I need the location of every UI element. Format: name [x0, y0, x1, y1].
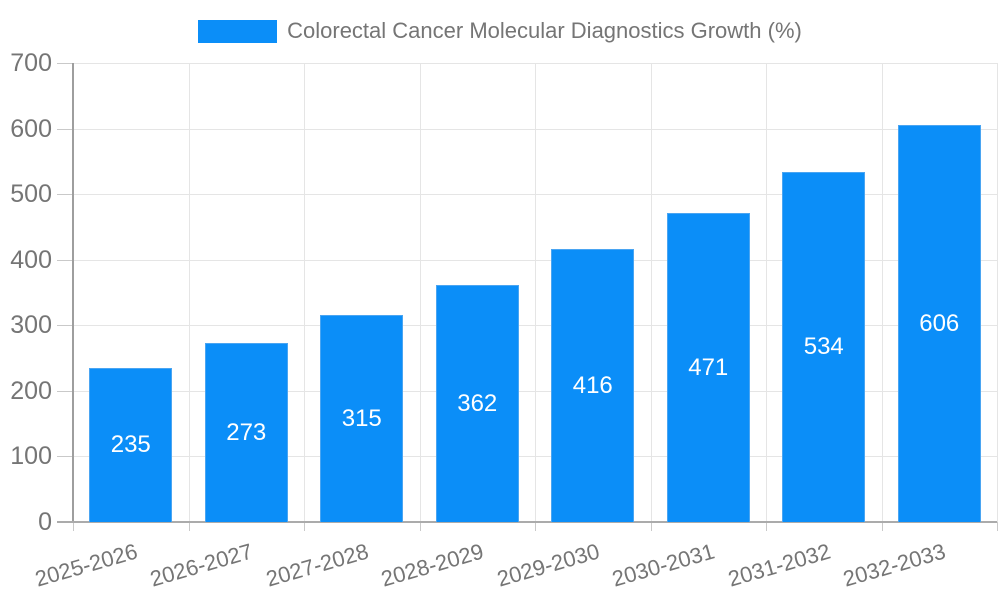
gridline-vertical: [766, 63, 767, 522]
bar-value-label: 315: [341, 405, 382, 433]
gridline-vertical: [997, 63, 998, 522]
bar-2026-2027[interactable]: 273: [204, 342, 288, 522]
x-axis-tick: [881, 522, 883, 531]
y-axis-tick-label: 400: [10, 245, 52, 274]
bar-2028-2029[interactable]: 362: [435, 284, 519, 522]
x-axis-label: 2026-2027: [147, 538, 256, 592]
gridline-vertical: [650, 63, 652, 522]
bar-2030-2031[interactable]: 471: [666, 213, 750, 522]
x-axis-label: 2032-2033: [840, 538, 949, 592]
bar-value-label: 534: [803, 333, 844, 361]
y-axis-tick: [57, 194, 73, 196]
y-axis-tick-label: 300: [10, 311, 52, 340]
y-axis-tick: [57, 63, 73, 64]
y-axis-tick-label: 100: [10, 442, 52, 471]
x-axis-label: 2030-2031: [609, 538, 718, 592]
x-axis-tick: [650, 522, 652, 531]
x-axis-tick: [73, 522, 74, 531]
legend-item[interactable]: Colorectal Cancer Molecular Diagnostics …: [0, 18, 1000, 44]
x-axis-label: 2025-2026: [32, 538, 141, 592]
bar-2031-2032[interactable]: 534: [782, 171, 866, 522]
x-axis-tick: [419, 522, 421, 531]
legend-label: Colorectal Cancer Molecular Diagnostics …: [287, 18, 802, 43]
x-axis-label: 2029-2030: [494, 538, 603, 592]
gridline-vertical: [304, 63, 305, 522]
y-axis-tick: [57, 390, 73, 392]
y-axis-tick-label: 500: [10, 180, 52, 209]
bar-2029-2030[interactable]: 416: [551, 249, 635, 522]
y-axis-tick-label: 600: [10, 114, 52, 143]
y-axis-tick: [57, 456, 73, 458]
bar-2027-2028[interactable]: 315: [320, 315, 404, 522]
x-axis-label: 2028-2029: [378, 538, 487, 592]
y-axis-tick-label: 700: [10, 49, 52, 77]
gridline-vertical: [419, 63, 421, 522]
x-axis-line: [57, 521, 997, 523]
bar-value-label: 416: [572, 372, 613, 400]
y-axis-line: [72, 63, 74, 522]
x-axis-tick: [304, 522, 305, 531]
bar-value-label: 471: [688, 354, 729, 382]
y-axis-tick: [57, 325, 73, 327]
y-axis-tick-label: 200: [10, 376, 52, 405]
bar-2025-2026[interactable]: 235: [89, 367, 173, 522]
x-axis-tick: [188, 522, 190, 531]
gridline-vertical: [881, 63, 883, 522]
y-axis-tick-label: 0: [38, 508, 52, 536]
bar-value-label: 362: [457, 389, 498, 417]
legend-swatch: [198, 19, 278, 43]
y-axis-tick: [57, 128, 73, 130]
x-axis-label: 2031-2032: [725, 538, 834, 592]
x-axis-tick: [535, 522, 536, 531]
gridline-vertical: [188, 63, 190, 522]
x-axis-tick: [766, 522, 767, 531]
x-axis-tick: [997, 522, 998, 531]
bar-value-label: 235: [110, 431, 151, 459]
bar-value-label: 606: [919, 309, 960, 337]
gridline-vertical: [535, 63, 536, 522]
bar-2032-2033[interactable]: 606: [897, 124, 981, 522]
y-axis-tick: [57, 259, 73, 261]
x-axis-label: 2027-2028: [263, 538, 372, 592]
bar-value-label: 273: [226, 418, 267, 446]
